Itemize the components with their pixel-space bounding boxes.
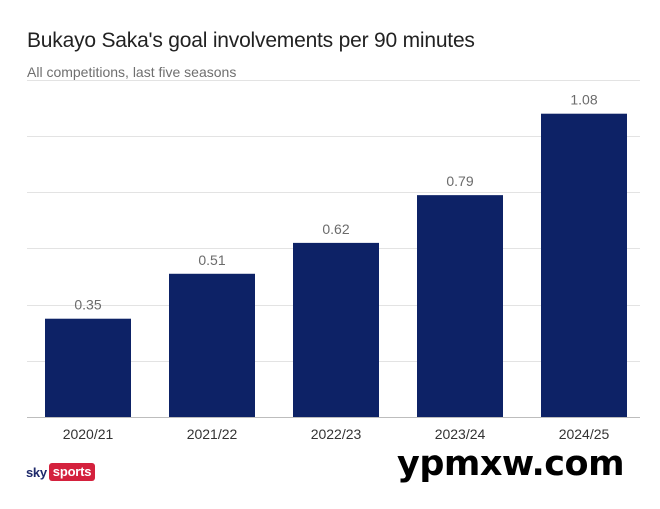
watermark: ypmxw.com bbox=[397, 444, 625, 484]
value-label: 1.08 bbox=[570, 92, 597, 108]
x-tick-label: 2020/21 bbox=[63, 426, 114, 442]
sky-sports-logo: sky sports bbox=[26, 463, 96, 481]
value-label: 0.62 bbox=[322, 221, 349, 237]
chart-subtitle: All competitions, last five seasons bbox=[27, 64, 237, 80]
value-label: 0.51 bbox=[198, 252, 225, 268]
x-tick-label: 2022/23 bbox=[311, 426, 362, 442]
bar-2021-22 bbox=[169, 273, 255, 417]
value-label: 0.35 bbox=[74, 297, 101, 313]
x-tick-label: 2023/24 bbox=[435, 426, 486, 442]
x-tick-label: 2024/25 bbox=[559, 426, 610, 442]
chart-title: Bukayo Saka's goal involvements per 90 m… bbox=[27, 29, 475, 52]
bar-2020-21 bbox=[45, 318, 131, 417]
value-label: 0.79 bbox=[446, 173, 473, 189]
bar-2024-25 bbox=[541, 113, 627, 417]
logo-sky-text: sky bbox=[26, 464, 47, 480]
bar-2022-23 bbox=[293, 242, 379, 417]
x-tick-label: 2021/22 bbox=[187, 426, 238, 442]
logo-sports-text: sports bbox=[48, 463, 96, 481]
bar-2023-24 bbox=[417, 195, 503, 417]
